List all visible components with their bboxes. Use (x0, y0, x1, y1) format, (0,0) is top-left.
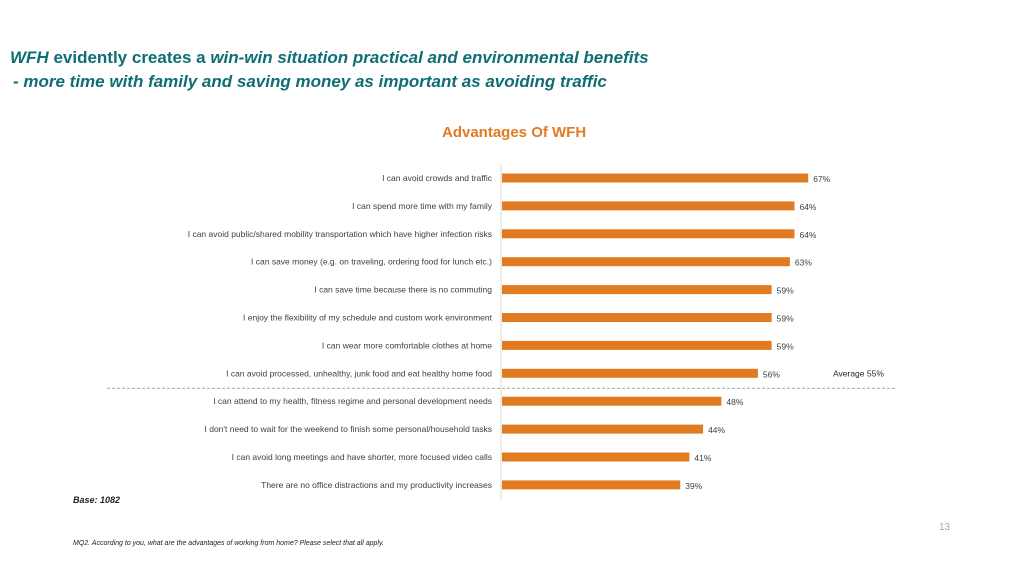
category-label: I enjoy the flexibility of my schedule a… (243, 313, 493, 323)
bar (502, 201, 795, 211)
headline-wfh: WFH (10, 48, 49, 67)
category-label: I can avoid crowds and traffic (382, 173, 493, 183)
value-label: 59% (777, 341, 794, 351)
value-label: 41% (694, 453, 711, 463)
bar-chart: I can avoid crowds and traffic 67% I can s… (107, 164, 897, 500)
category-label: I can attend to my health, fitness regim… (213, 396, 492, 406)
bar (502, 368, 758, 378)
headline: WFH evidently creates a win-win situatio… (10, 46, 1010, 94)
category-label: I don't need to wait for the weekend to … (205, 424, 493, 434)
value-label: 39% (685, 481, 702, 491)
category-label: I can avoid public/shared mobility trans… (188, 229, 492, 239)
bar (502, 396, 722, 406)
bar (502, 480, 681, 490)
value-label: 67% (813, 174, 830, 184)
category-label: I can spend more time with my family (352, 201, 493, 211)
headline-subtitle: - more time with family and saving money… (13, 72, 607, 91)
category-label: I can avoid processed, unhealthy, junk f… (226, 368, 492, 378)
bar (502, 257, 790, 267)
value-label: 59% (777, 314, 794, 324)
category-label: I can wear more comfortable clothes at h… (322, 340, 492, 350)
category-label: I can avoid long meetings and have short… (232, 452, 492, 462)
bar (502, 424, 704, 434)
headline-text: evidently creates a (48, 48, 211, 67)
question-footnote: MQ2. According to you, what are the adva… (73, 540, 384, 547)
bar (502, 285, 772, 295)
value-label: 64% (799, 202, 816, 212)
value-label: 64% (799, 230, 816, 240)
value-label: 63% (795, 258, 812, 268)
bar (502, 452, 690, 462)
bar (502, 313, 772, 322)
value-label: 48% (726, 397, 743, 407)
value-label: 56% (763, 369, 780, 379)
base-note: Base: 1082 (73, 495, 121, 505)
category-label: There are no office distractions and my … (261, 480, 492, 490)
bar (502, 340, 772, 350)
bar (502, 173, 809, 183)
page-number: 13 (939, 522, 951, 533)
average-label: Average 55% (833, 368, 884, 378)
category-label: I can save time because there is no comm… (314, 285, 492, 295)
headline-emphasis: win-win situation practical and environm… (210, 48, 649, 67)
chart-title: Advantages Of WFH (442, 124, 587, 141)
category-label: I can save money (e.g. on traveling, ord… (251, 257, 492, 267)
value-label: 59% (777, 286, 794, 296)
value-label: 44% (708, 425, 725, 435)
bar (502, 229, 795, 239)
